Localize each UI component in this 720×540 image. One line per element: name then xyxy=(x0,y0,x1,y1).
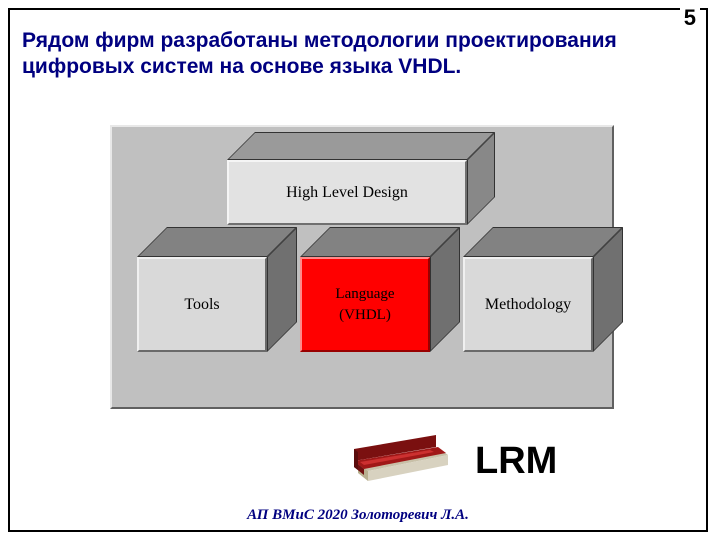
block-language-line1: Language xyxy=(335,284,394,305)
block-tools-label: Tools xyxy=(137,257,267,352)
block-high-level-design: High Level Design xyxy=(227,160,467,225)
block-language-label: Language (VHDL) xyxy=(300,257,430,352)
book-icon xyxy=(340,415,460,490)
methodology-diagram: High Level Design Tools Language (VHDL) … xyxy=(110,125,614,409)
slide-footer: АП ВМиС 2020 Золоторевич Л.А. xyxy=(10,507,706,524)
lrm-label: LRM xyxy=(475,440,557,483)
slide-heading: Рядом фирм разработаны методологии проек… xyxy=(22,28,692,81)
block-language: Language (VHDL) xyxy=(300,257,430,352)
block-language-line2: (VHDL) xyxy=(339,305,391,326)
slide-frame: 5 Рядом фирм разработаны методологии про… xyxy=(8,8,708,532)
block-tools: Tools xyxy=(137,257,267,352)
block-methodology: Methodology xyxy=(463,257,593,352)
block-hld-label: High Level Design xyxy=(227,160,467,225)
block-methodology-label: Methodology xyxy=(463,257,593,352)
